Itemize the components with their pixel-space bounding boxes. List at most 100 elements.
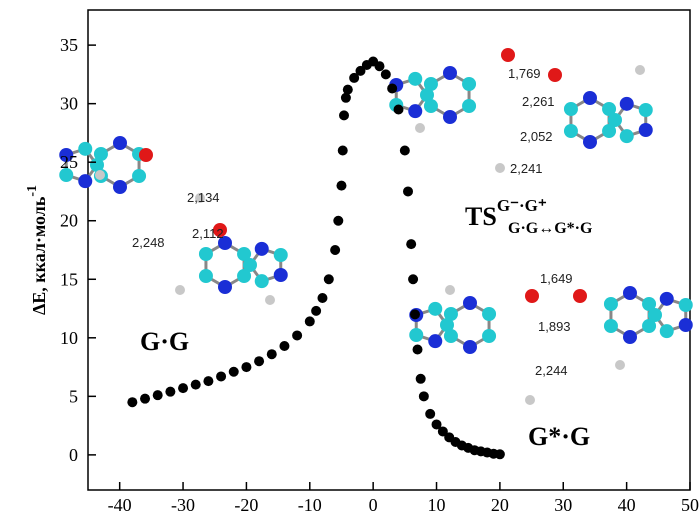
atom-o xyxy=(548,68,562,82)
y-tick-label: 30 xyxy=(60,94,78,114)
x-tick-label: 30 xyxy=(554,495,572,515)
atom xyxy=(78,174,92,188)
data-point xyxy=(127,397,137,407)
atom xyxy=(564,124,578,138)
data-point xyxy=(229,367,239,377)
data-point xyxy=(292,330,302,340)
data-point xyxy=(408,274,418,284)
x-tick-label: 50 xyxy=(681,495,699,515)
atom xyxy=(428,334,442,348)
ts-sub: G·G↔G*·G xyxy=(508,220,593,237)
atom xyxy=(604,319,618,333)
atom xyxy=(482,307,496,321)
atom xyxy=(462,99,476,113)
data-point xyxy=(406,239,416,249)
distance: 2,112 xyxy=(192,226,224,241)
data-point xyxy=(241,362,251,372)
data-point xyxy=(165,387,175,397)
y-label-sup: -1 xyxy=(25,185,40,197)
atom xyxy=(443,110,457,124)
y-tick-label: 0 xyxy=(69,445,78,465)
atom-h xyxy=(635,65,645,75)
data-point xyxy=(191,380,201,390)
atom xyxy=(583,135,597,149)
atom-h xyxy=(265,295,275,305)
atom-h xyxy=(95,170,105,180)
atom xyxy=(564,102,578,116)
distance: 1,893 xyxy=(538,319,571,334)
atom xyxy=(78,142,92,156)
atom xyxy=(132,169,146,183)
y-tick-label: 25 xyxy=(60,152,78,172)
y-tick-label: 5 xyxy=(69,386,78,406)
atom xyxy=(608,113,622,127)
data-point xyxy=(317,293,327,303)
atom xyxy=(443,66,457,80)
y-label-text: ΔE, ккал·моль xyxy=(29,196,49,315)
atom xyxy=(428,302,442,316)
label-ts: TSG⁻·G⁺ G·G↔G*·G xyxy=(465,196,593,237)
atom xyxy=(408,104,422,118)
atom xyxy=(604,297,618,311)
data-point xyxy=(267,349,277,359)
atom xyxy=(409,328,423,342)
plot-frame xyxy=(88,10,690,490)
data-point xyxy=(495,449,505,459)
y-tick-label: 10 xyxy=(60,328,78,348)
data-point xyxy=(216,371,226,381)
atom xyxy=(462,77,476,91)
data-point xyxy=(419,391,429,401)
atom xyxy=(255,242,269,256)
data-point xyxy=(305,316,315,326)
atom-o xyxy=(139,148,153,162)
atom xyxy=(463,296,477,310)
atom xyxy=(408,72,422,86)
atom xyxy=(620,97,634,111)
atom xyxy=(583,91,597,105)
atom xyxy=(255,274,269,288)
x-tick-label: -30 xyxy=(171,495,195,515)
data-point xyxy=(374,61,384,71)
data-point xyxy=(254,356,264,366)
atom-h xyxy=(495,163,505,173)
atom xyxy=(274,248,288,262)
atom xyxy=(420,88,434,102)
atom xyxy=(440,318,454,332)
data-point xyxy=(140,394,150,404)
data-point xyxy=(387,83,397,93)
atom xyxy=(623,286,637,300)
distance: 2,244 xyxy=(535,363,568,378)
data-point xyxy=(394,105,404,115)
ts: TS xyxy=(465,202,497,231)
x-tick-label: -40 xyxy=(108,495,132,515)
atom-h xyxy=(525,395,535,405)
data-point xyxy=(153,390,163,400)
atom xyxy=(274,268,288,282)
data-point xyxy=(416,374,426,384)
distance: 1,649 xyxy=(540,271,573,286)
data-point xyxy=(311,306,321,316)
atom xyxy=(199,247,213,261)
data-point xyxy=(333,216,343,226)
atom-o xyxy=(501,48,515,62)
atom xyxy=(639,103,653,117)
x-tick-label: 40 xyxy=(618,495,636,515)
distance: 1,769 xyxy=(508,66,541,81)
atom xyxy=(90,158,104,172)
ts-sup: G⁻·G⁺ xyxy=(497,196,547,215)
x-tick-label: 0 xyxy=(369,495,378,515)
atom xyxy=(620,129,634,143)
data-point xyxy=(343,85,353,95)
distance: 2,261 xyxy=(522,94,555,109)
label-gg: G·G xyxy=(140,327,189,356)
data-point xyxy=(178,383,188,393)
atom xyxy=(660,292,674,306)
atom xyxy=(113,136,127,150)
atom-o xyxy=(525,289,539,303)
atom xyxy=(199,269,213,283)
data-point xyxy=(410,309,420,319)
y-tick-label: 20 xyxy=(60,211,78,231)
distance: 2,248 xyxy=(132,235,165,250)
atom-h xyxy=(445,285,455,295)
y-tick-label: 35 xyxy=(60,35,78,55)
